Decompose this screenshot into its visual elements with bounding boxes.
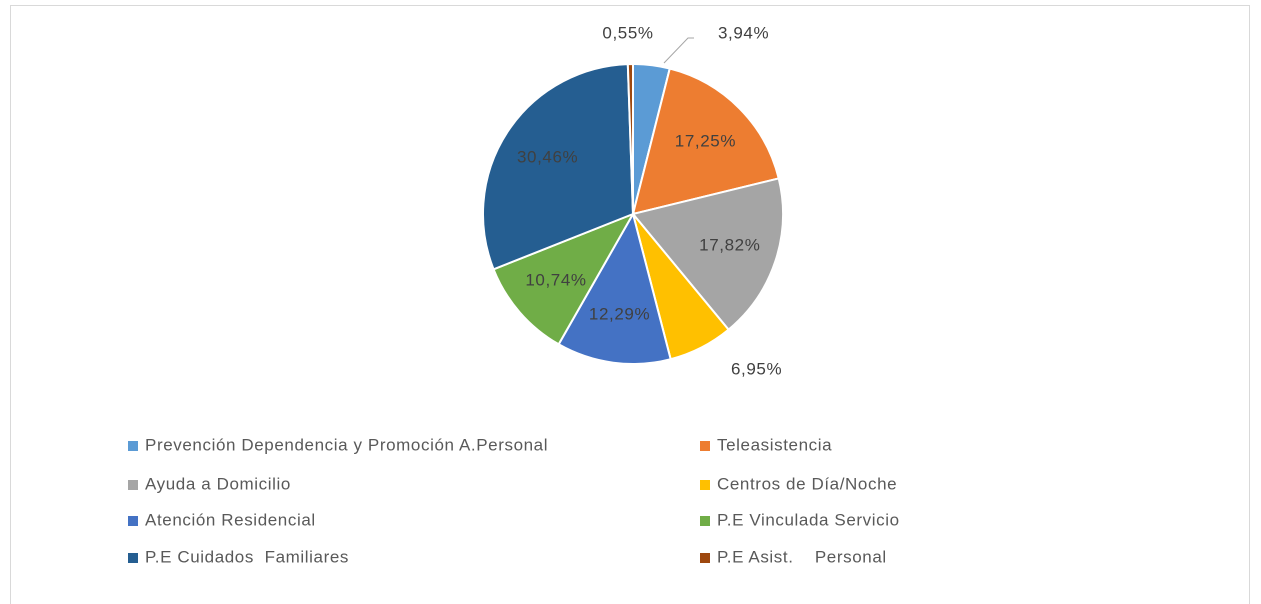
legend-swatch [128, 441, 138, 451]
leader-line [663, 37, 694, 64]
legend-swatch [128, 480, 138, 490]
data-label: 17,25% [675, 132, 736, 151]
legend-swatch [700, 553, 710, 563]
data-label: 3,94% [718, 23, 769, 42]
data-label: 6,95% [731, 359, 782, 378]
pie-slice [482, 63, 635, 271]
pie-slice [631, 67, 780, 216]
pie-slice [557, 211, 672, 365]
pie-slice [626, 62, 634, 215]
pie-slice [631, 177, 784, 332]
legend-swatch [700, 480, 710, 490]
pie-slice [492, 212, 636, 346]
legend-swatch [700, 516, 710, 526]
data-label: 17,82% [699, 236, 760, 255]
legend-label: Atención Residencial [145, 510, 316, 529]
legend-label: P.E Cuidados Familiares [145, 547, 349, 566]
legend-label: Prevención Dependencia y Promoción A.Per… [145, 435, 548, 454]
data-label: 0,55% [602, 23, 653, 42]
legend-label: P.E Vinculada Servicio [717, 510, 900, 529]
legend-label: Teleasistencia [717, 435, 832, 454]
legend-label: Ayuda a Domicilio [145, 474, 291, 493]
data-label: 10,74% [525, 270, 586, 289]
legend-swatch [128, 516, 138, 526]
data-label: 12,29% [589, 305, 650, 324]
legend-swatch [700, 441, 710, 451]
legend-label: P.E Asist. Personal [717, 547, 887, 566]
data-label: 30,46% [517, 148, 578, 167]
legend-swatch [128, 553, 138, 563]
legend-label: Centros de Día/Noche [717, 474, 897, 493]
